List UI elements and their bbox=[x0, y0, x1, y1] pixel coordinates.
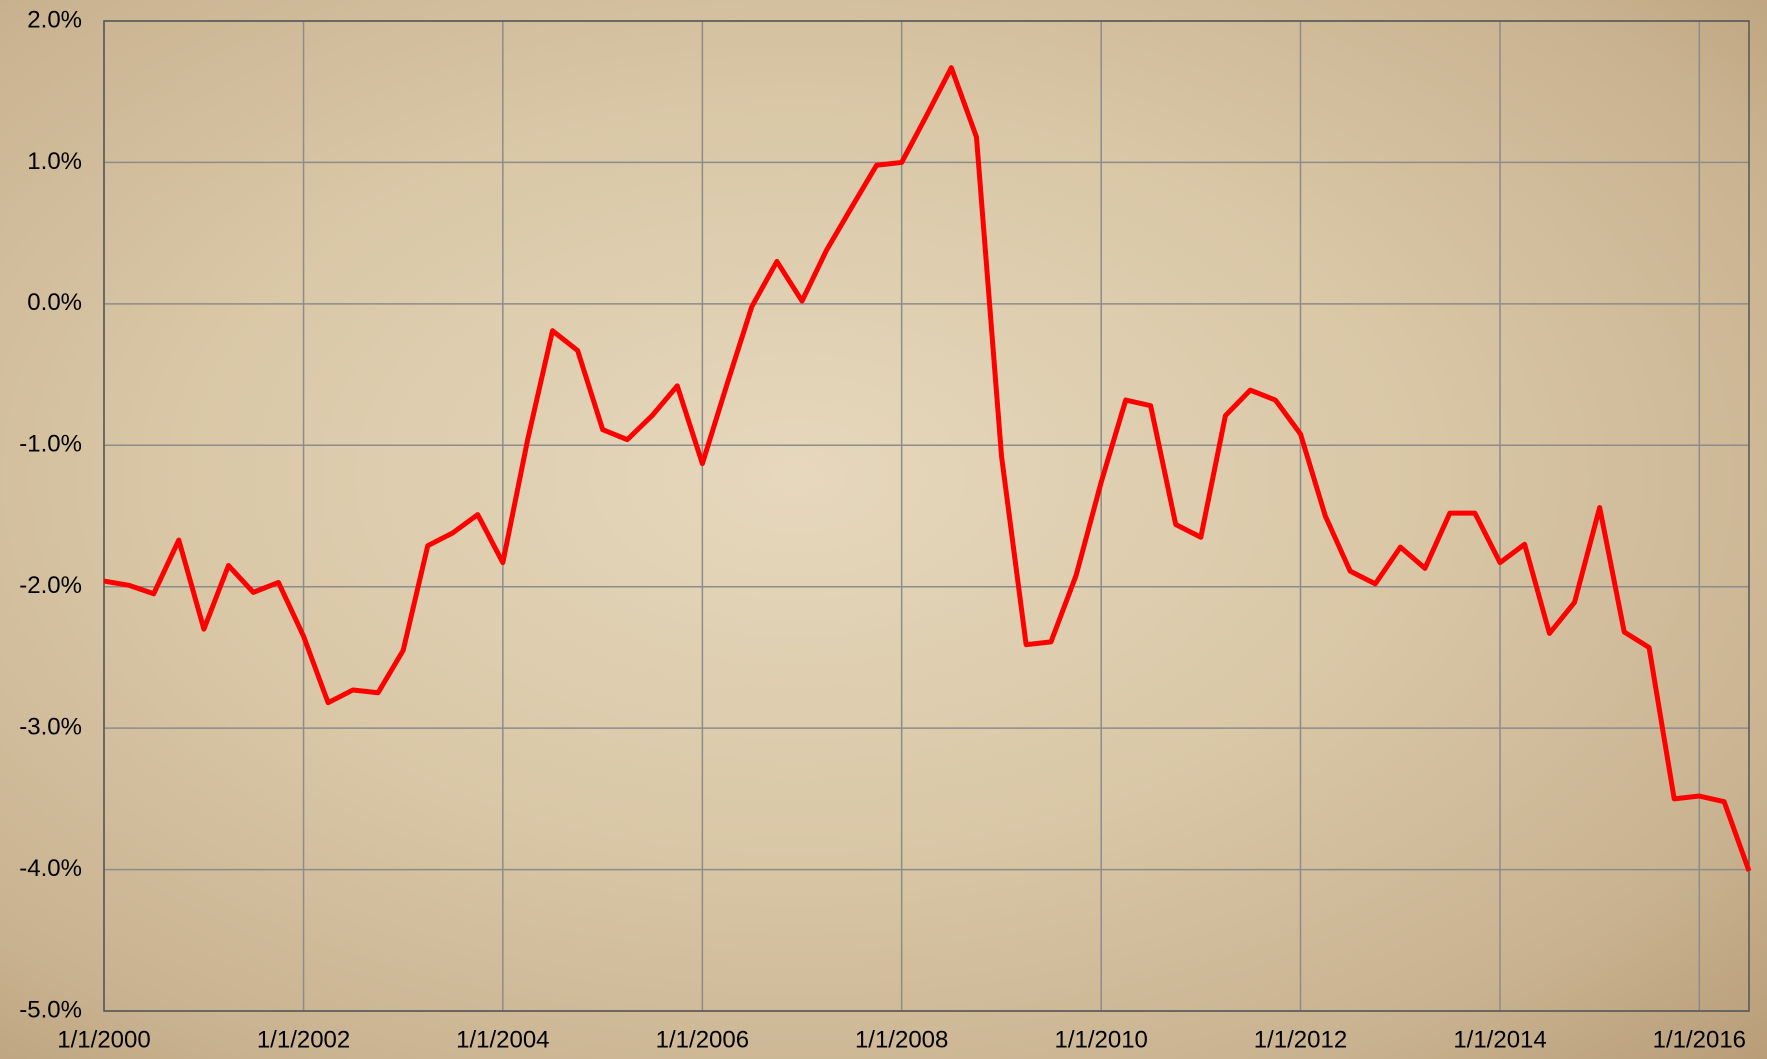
y-tick-label: -1.0% bbox=[19, 431, 82, 458]
y-tick-label: 0.0% bbox=[27, 289, 82, 316]
plot-border bbox=[104, 21, 1749, 1011]
y-tick-label: -3.0% bbox=[19, 713, 82, 740]
chart: -5.0% -4.0% -3.0% -2.0% -1.0% 0.0% 1.0% 2.0% 1/1… bbox=[0, 0, 1767, 1059]
y-tick-label: 1.0% bbox=[27, 148, 82, 175]
x-tick-label: 1/1/2004 bbox=[456, 1026, 549, 1053]
x-tick-label: 1/1/2000 bbox=[57, 1026, 150, 1053]
x-tick-label: 1/1/2008 bbox=[855, 1026, 948, 1053]
y-tick-label: -4.0% bbox=[19, 855, 82, 882]
x-tick-label: 1/1/2012 bbox=[1254, 1026, 1347, 1053]
x-tick-label: 1/1/2010 bbox=[1054, 1026, 1147, 1053]
y-tick-label: 2.0% bbox=[27, 6, 82, 33]
x-tick-label: 1/1/2014 bbox=[1453, 1026, 1546, 1053]
x-tick-label: 1/1/2002 bbox=[257, 1026, 350, 1053]
x-tick-label: 1/1/2006 bbox=[656, 1026, 749, 1053]
chart-background: -5.0% -4.0% -3.0% -2.0% -1.0% 0.0% 1.0% 2.0% 1/1… bbox=[0, 0, 1767, 1059]
y-tick-label: -5.0% bbox=[19, 996, 82, 1023]
x-tick-label: 1/1/2016 bbox=[1653, 1026, 1746, 1053]
data-line bbox=[104, 68, 1749, 871]
y-tick-label: -2.0% bbox=[19, 572, 82, 599]
